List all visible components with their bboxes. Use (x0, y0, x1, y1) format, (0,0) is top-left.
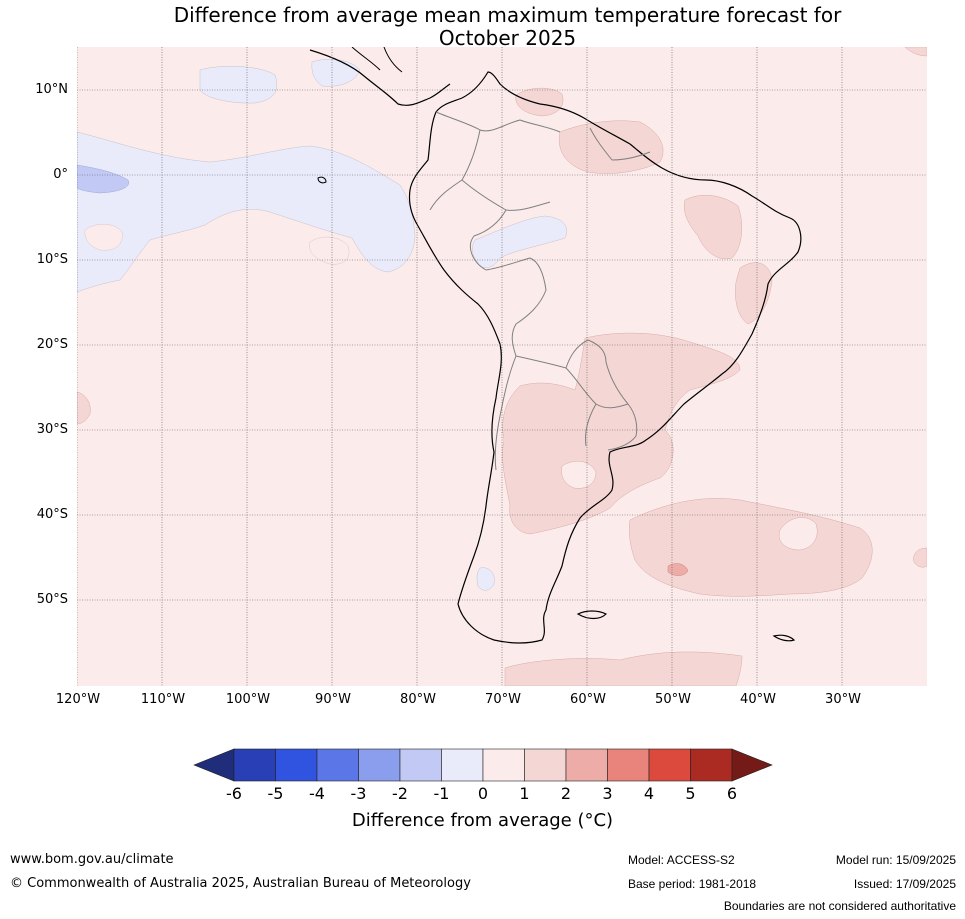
coastline-south-georgia (772, 634, 796, 642)
warm-patch-pacific-south (309, 236, 350, 265)
cool-anomaly-region-equatorial (77, 131, 416, 293)
colorbar-tick-label: -3 (350, 784, 367, 803)
lon-label-30w: 30°W (825, 692, 861, 707)
lon-label-90w: 90°W (315, 692, 351, 707)
coastline-central-america (309, 49, 451, 106)
colorbar-tick-label: 0 (477, 784, 489, 803)
warm-anomaly-region-east-brazil (735, 262, 773, 325)
colorbar-segment (275, 748, 318, 782)
warm-anomaly-region-guiana (558, 120, 664, 174)
footer-base-period: Base period: 1981-2018 (628, 877, 757, 891)
lon-label-50w: 50°W (655, 692, 691, 707)
coastline-south-america (408, 71, 802, 644)
cool-anomaly-region-patagonia (476, 567, 495, 591)
colorbar-tick-label: 3 (602, 784, 613, 803)
lon-label-70w: 70°W (485, 692, 521, 707)
cool-anomaly-region-central-america (311, 59, 361, 87)
coastline-caribbean (351, 47, 403, 73)
warm-anomaly-region-southern-ocean (504, 651, 743, 686)
lat-label-40s: 40°S (36, 507, 68, 522)
lat-label-10s: 10°S (36, 252, 68, 267)
colorbar-segment (482, 748, 525, 782)
footer-model-run: Model run: 15/09/2025 (835, 853, 956, 867)
lon-label-110w: 110°W (140, 692, 186, 707)
map-title-line-2: October 2025 (438, 26, 577, 50)
colorbar-segment (565, 748, 608, 782)
lon-label-100w: 100°W (225, 692, 271, 707)
warm-anomaly-region-caribbean (515, 87, 564, 117)
warm-anomaly-region-north-east (904, 47, 927, 57)
lon-label-120w: 120°W (55, 692, 101, 707)
lat-label-50s: 50°S (36, 592, 68, 607)
neutral-patch-south-atlantic (778, 517, 818, 551)
colorbar-segment (441, 748, 484, 782)
lat-label-30s: 30°S (36, 422, 68, 437)
warm-anomaly-region-central-south-america (502, 332, 741, 535)
colorbar-extend-low (193, 748, 235, 782)
cool-anomaly-region-north (199, 66, 278, 104)
lat-label-10n: 10°N (35, 82, 68, 97)
colorbar-segment (607, 748, 650, 782)
map-title: Difference from average mean maximum tem… (0, 4, 965, 50)
colorbar-tick-label: 5 (685, 784, 696, 803)
colorbar-segment (648, 748, 691, 782)
colorbar-segment (233, 748, 276, 782)
graticule (77, 47, 927, 686)
footer-website[interactable]: www.bom.gov.au/climate (10, 852, 174, 867)
warm-anomaly-region-west-edge (77, 391, 91, 425)
warm-anomaly-strong-patch (667, 563, 689, 576)
colorbar-tick-label: 6 (726, 784, 738, 803)
colorbar-segment (358, 748, 401, 782)
lon-label-60w: 60°W (570, 692, 606, 707)
warm-anomaly-region-northeast-brazil (684, 194, 743, 260)
lon-label-40w: 40°W (740, 692, 776, 707)
map-title-line-1: Difference from average mean maximum tem… (173, 3, 842, 27)
colorbar-label: Difference from average (°C) (351, 810, 614, 831)
footer-issued: Issued: 17/09/2025 (853, 877, 956, 891)
colorbar-tick-label: -1 (433, 784, 450, 803)
footer-copyright: © Commonwealth of Australia 2025, Austra… (10, 876, 471, 891)
colorbar-segment (399, 748, 442, 782)
colorbar-tick-label: -5 (267, 784, 284, 803)
country-borders (429, 111, 651, 471)
colorbar (193, 748, 773, 782)
colorbar-segment (690, 748, 733, 782)
colorbar-extend-high (731, 748, 773, 782)
colorbar-tick-label: -2 (392, 784, 408, 803)
warm-patch-pacific-small (84, 224, 123, 251)
colorbar-tick-label: -6 (226, 784, 242, 803)
neutral-patch-argentina (561, 460, 597, 489)
colorbar-tick-label: -4 (309, 784, 325, 803)
colorbar-segment (524, 748, 567, 782)
footer-disclaimer: Boundaries are not considered authoritat… (723, 899, 956, 913)
lat-label-0: 0° (53, 167, 68, 182)
colorbar-tick-label: 4 (643, 784, 655, 803)
colorbar-tick-label: 1 (519, 784, 530, 803)
lon-label-80w: 80°W (400, 692, 436, 707)
colorbar-tick-label: 2 (560, 784, 572, 803)
coastline-galapagos (317, 176, 327, 184)
cool-anomaly-region-central (77, 164, 130, 194)
footer-model: Model: ACCESS-S2 (628, 853, 735, 867)
warm-anomaly-region-east-edge (913, 547, 927, 568)
lat-label-20s: 20°S (36, 337, 68, 352)
colorbar-segment (316, 748, 359, 782)
